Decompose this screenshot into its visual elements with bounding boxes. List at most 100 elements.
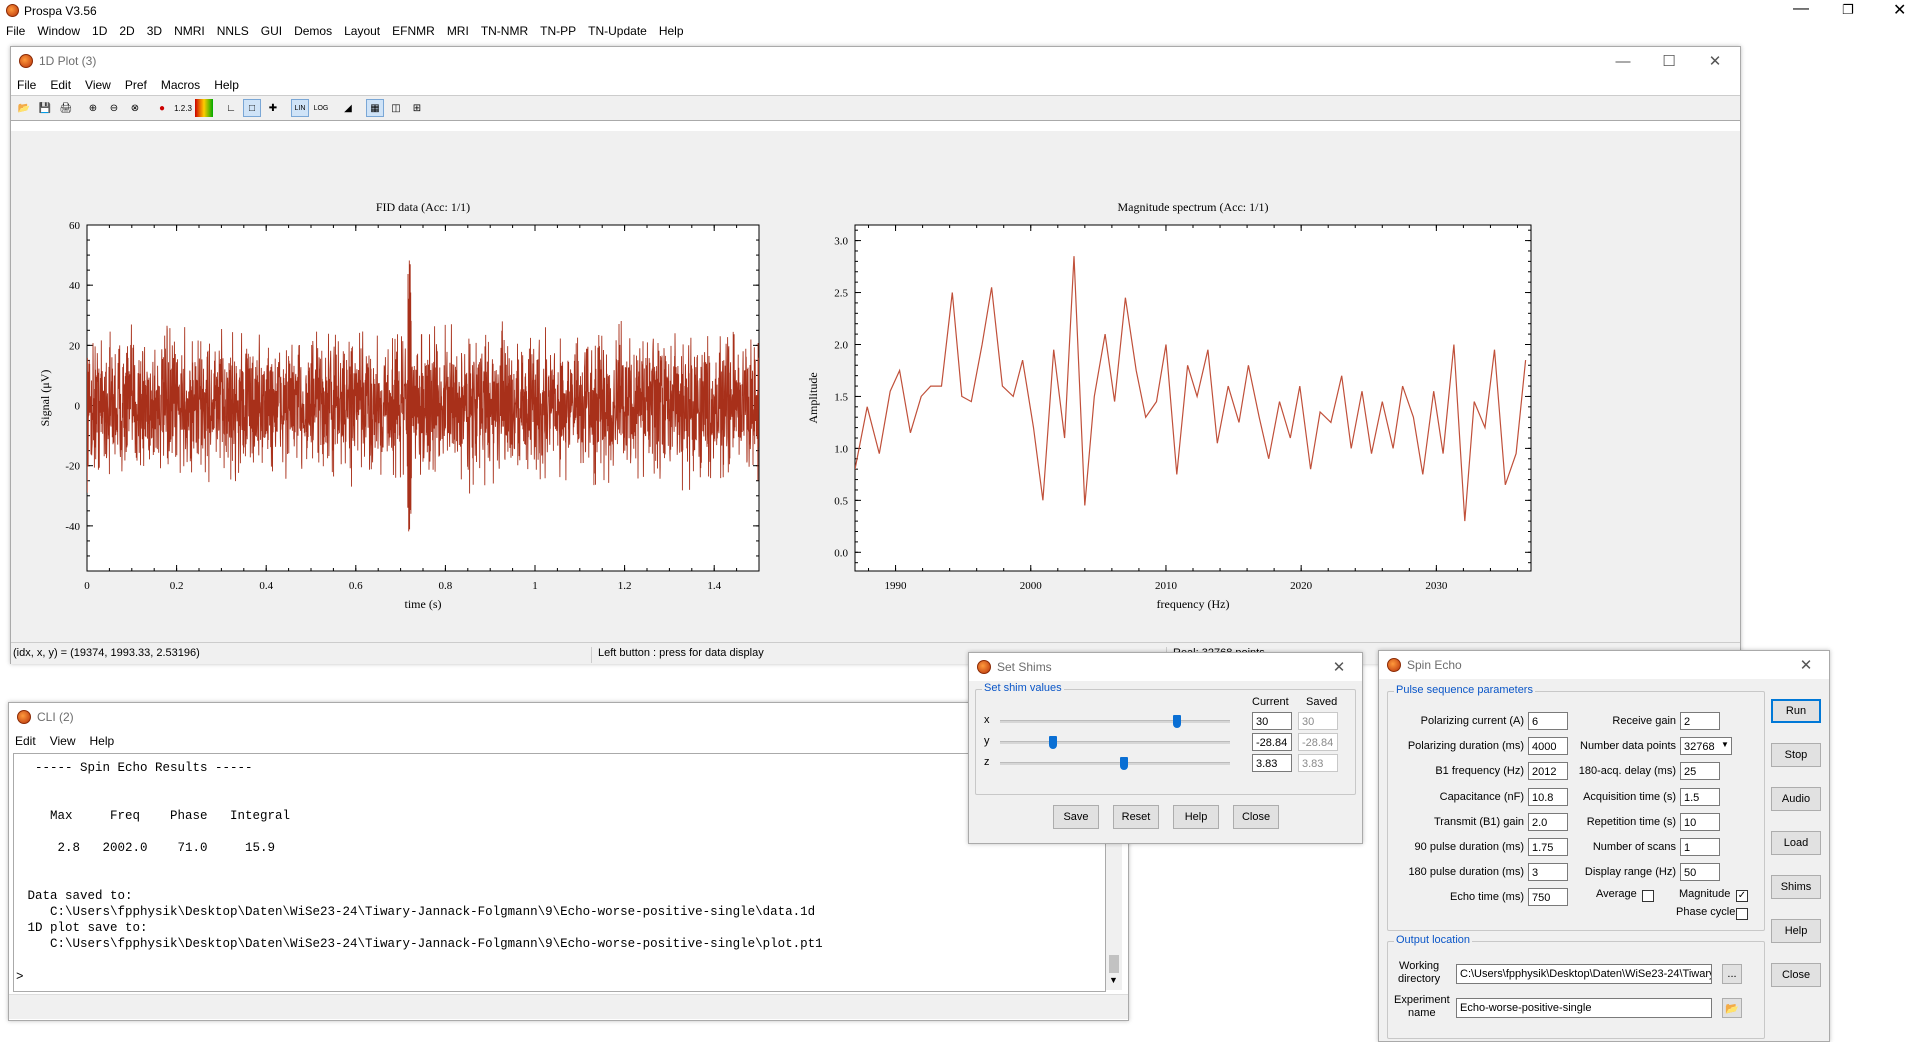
print-icon[interactable]: 🖨	[59, 102, 73, 114]
app-menu-item-0[interactable]: File	[6, 24, 26, 38]
app-menu-item-10[interactable]: EFNMR	[392, 24, 435, 38]
slider-thumb[interactable]	[1049, 736, 1057, 749]
color-icon[interactable]	[195, 99, 213, 117]
slider-thumb[interactable]	[1173, 715, 1181, 728]
crosshair-icon[interactable]: ✚	[268, 102, 278, 114]
browse-button[interactable]: ...	[1722, 964, 1742, 984]
app-menu-item-9[interactable]: Layout	[344, 24, 381, 38]
markers-icon[interactable]: ●	[158, 102, 166, 114]
param-input[interactable]: 50	[1680, 863, 1720, 882]
param-input[interactable]: 2012	[1528, 762, 1568, 781]
magnitude-checkbox[interactable]: ✓	[1736, 890, 1748, 902]
plot-menu-item-2[interactable]: View	[85, 78, 111, 92]
log-scale-icon[interactable]: LOG	[313, 104, 329, 112]
cli-menu-item-1[interactable]: View	[49, 734, 76, 748]
ruler-icon[interactable]: ◢	[344, 102, 352, 114]
spin-echo-help-button[interactable]: Help	[1771, 919, 1821, 943]
shims-save-button[interactable]: Save	[1053, 805, 1099, 829]
close-icon[interactable]: ✕	[1332, 659, 1346, 676]
select-region-icon[interactable]: □	[243, 99, 261, 117]
spin-echo-close-button[interactable]: Close	[1771, 963, 1821, 987]
close-icon[interactable]: ✕	[1893, 2, 1907, 19]
param-input[interactable]: 2.0	[1528, 812, 1568, 831]
working-dir-input[interactable]: C:\Users\fpphysik\Desktop\Daten\WiSe23-2…	[1456, 964, 1712, 984]
plot-canvas[interactable]: FID data (Acc: 1/1) time (s) Signal (μV) 0 0…	[11, 131, 1740, 642]
param-input[interactable]: 3	[1528, 863, 1568, 882]
app-menu-item-8[interactable]: Demos	[294, 24, 333, 38]
shim-slider-x[interactable]	[1000, 715, 1230, 728]
phase-cycle-checkbox[interactable]	[1736, 908, 1748, 920]
average-checkbox[interactable]	[1642, 890, 1654, 902]
numbers-icon[interactable]: 1.2.3	[174, 103, 192, 113]
spin-echo-audio-button[interactable]: Audio	[1771, 787, 1821, 811]
spin-echo-load-button[interactable]: Load	[1771, 831, 1821, 855]
spin-echo-stop-button[interactable]: Stop	[1771, 743, 1821, 767]
cli-menu-item-0[interactable]: Edit	[15, 734, 36, 748]
app-menu-item-5[interactable]: NMRI	[174, 24, 205, 38]
param-input[interactable]: 1	[1680, 838, 1720, 856]
grid-icon[interactable]: ▦	[366, 99, 384, 117]
param-input[interactable]: 750	[1528, 888, 1568, 907]
linear-scale-icon[interactable]: LIN	[291, 99, 309, 117]
plot-menu-item-1[interactable]: Edit	[50, 78, 72, 92]
add-region-icon[interactable]: ⊞	[412, 102, 422, 114]
scroll-down-icon[interactable]: ▼	[1109, 975, 1118, 985]
shim-slider-z[interactable]	[1000, 757, 1230, 770]
open-icon[interactable]: 📂	[17, 102, 31, 114]
shim-current-y[interactable]: -28.84	[1252, 733, 1292, 751]
zoom-full-icon[interactable]: ⊗	[130, 102, 140, 114]
maximize-icon[interactable]: ☐	[1662, 53, 1676, 70]
param-input[interactable]: 10	[1680, 812, 1720, 831]
param-input[interactable]: 1.75	[1528, 838, 1568, 856]
save-icon[interactable]: 💾	[38, 102, 52, 114]
plot-menu-item-0[interactable]: File	[17, 78, 37, 92]
minimize-icon[interactable]: —	[1793, 0, 1809, 17]
slider-thumb[interactable]	[1120, 757, 1128, 770]
shims-close-button[interactable]: Close	[1233, 805, 1279, 829]
param-input[interactable]: 4000	[1528, 737, 1568, 756]
layout-icon[interactable]: ◫	[391, 102, 401, 114]
app-menu-item-3[interactable]: 2D	[119, 24, 135, 38]
app-menu-item-6[interactable]: NNLS	[216, 24, 249, 38]
minimize-icon[interactable]: —	[1615, 52, 1631, 70]
param-input[interactable]: 25	[1680, 762, 1720, 781]
param-input[interactable]: 1.5	[1680, 787, 1720, 806]
app-menu-item-1[interactable]: Window	[37, 24, 81, 38]
param-input[interactable]: 6	[1528, 712, 1568, 730]
app-menu-item-7[interactable]: GUI	[260, 24, 283, 38]
shim-slider-y[interactable]	[1000, 736, 1230, 749]
cli-prompt[interactable]: >	[16, 970, 24, 984]
zoom-in-icon[interactable]: ⊕	[88, 102, 98, 114]
axes-icon[interactable]: ∟	[226, 102, 236, 114]
folder-button[interactable]: 📂	[1722, 998, 1742, 1018]
app-menu-item-15[interactable]: Help	[658, 24, 684, 38]
plot-menu-item-3[interactable]: Pref	[124, 78, 147, 92]
chevron-down-icon[interactable]: ▼	[1721, 740, 1729, 750]
app-menu-item-13[interactable]: TN-PP	[540, 24, 577, 38]
app-menu-item-2[interactable]: 1D	[92, 24, 108, 38]
param-input[interactable]: 10.8	[1528, 787, 1568, 806]
cli-menu-item-2[interactable]: Help	[89, 734, 115, 748]
shims-help-button[interactable]: Help	[1173, 805, 1219, 829]
spin-echo-run-button[interactable]: Run	[1771, 699, 1821, 723]
app-menu-item-11[interactable]: MRI	[446, 24, 469, 38]
shim-current-z[interactable]: 3.83	[1252, 754, 1292, 772]
close-icon[interactable]: ✕	[1799, 657, 1813, 674]
param-input[interactable]: 32768	[1680, 737, 1732, 756]
shims-reset-button[interactable]: Reset	[1113, 805, 1159, 829]
app-menu-item-14[interactable]: TN-Update	[588, 24, 647, 38]
scroll-thumb[interactable]	[1109, 955, 1119, 973]
restore-icon[interactable]: ❐	[1842, 2, 1854, 17]
close-icon[interactable]: ✕	[1708, 53, 1722, 70]
plot-area[interactable]: FID data (Acc: 1/1) time (s) Signal (μV) 0 0…	[11, 131, 1740, 642]
experiment-name-input[interactable]: Echo-worse-positive-single	[1456, 998, 1712, 1018]
shim-current-x[interactable]: 30	[1252, 712, 1292, 730]
app-menu-item-12[interactable]: TN-NMR	[480, 24, 529, 38]
app-menu-item-4[interactable]: 3D	[146, 24, 163, 38]
cli-output[interactable]: ----- Spin Echo Results ----- Max Freq P…	[13, 753, 1106, 992]
plot-menu-item-4[interactable]: Macros	[160, 78, 201, 92]
zoom-out-icon[interactable]: ⊖	[109, 102, 119, 114]
spin-echo-shims-button[interactable]: Shims	[1771, 875, 1821, 899]
param-input[interactable]: 2	[1680, 712, 1720, 730]
plot-menu-item-5[interactable]: Help	[214, 78, 239, 92]
